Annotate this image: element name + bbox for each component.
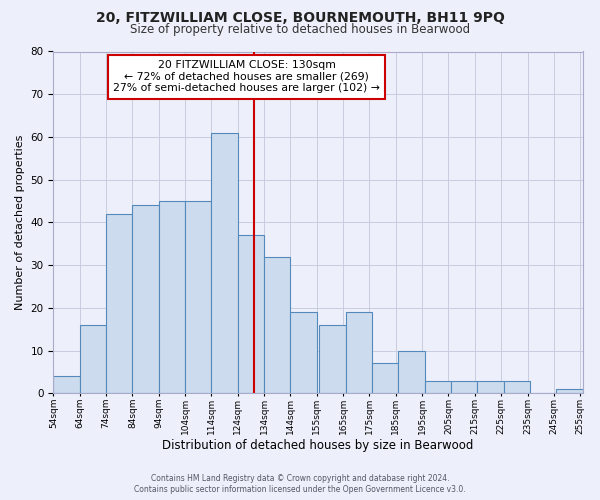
Bar bbox=[264, 256, 290, 394]
Bar bbox=[398, 350, 425, 394]
Text: 20, FITZWILLIAM CLOSE, BOURNEMOUTH, BH11 9PQ: 20, FITZWILLIAM CLOSE, BOURNEMOUTH, BH11… bbox=[95, 11, 505, 25]
Bar bbox=[211, 132, 238, 394]
Bar bbox=[159, 201, 185, 394]
Bar bbox=[106, 214, 133, 394]
Text: 20 FITZWILLIAM CLOSE: 130sqm
← 72% of detached houses are smaller (269)
27% of s: 20 FITZWILLIAM CLOSE: 130sqm ← 72% of de… bbox=[113, 60, 380, 93]
Bar bbox=[185, 201, 211, 394]
Y-axis label: Number of detached properties: Number of detached properties bbox=[15, 135, 25, 310]
Bar bbox=[238, 236, 264, 394]
Bar bbox=[319, 325, 346, 394]
Bar bbox=[290, 312, 317, 394]
Bar bbox=[80, 325, 106, 394]
Bar bbox=[556, 389, 583, 394]
Bar bbox=[504, 380, 530, 394]
Bar bbox=[478, 380, 504, 394]
Text: Contains HM Land Registry data © Crown copyright and database right 2024.
Contai: Contains HM Land Registry data © Crown c… bbox=[134, 474, 466, 494]
X-axis label: Distribution of detached houses by size in Bearwood: Distribution of detached houses by size … bbox=[163, 440, 474, 452]
Bar bbox=[53, 376, 80, 394]
Bar bbox=[133, 206, 159, 394]
Text: Size of property relative to detached houses in Bearwood: Size of property relative to detached ho… bbox=[130, 22, 470, 36]
Bar bbox=[425, 380, 451, 394]
Bar bbox=[346, 312, 372, 394]
Bar bbox=[372, 364, 398, 394]
Bar bbox=[451, 380, 478, 394]
